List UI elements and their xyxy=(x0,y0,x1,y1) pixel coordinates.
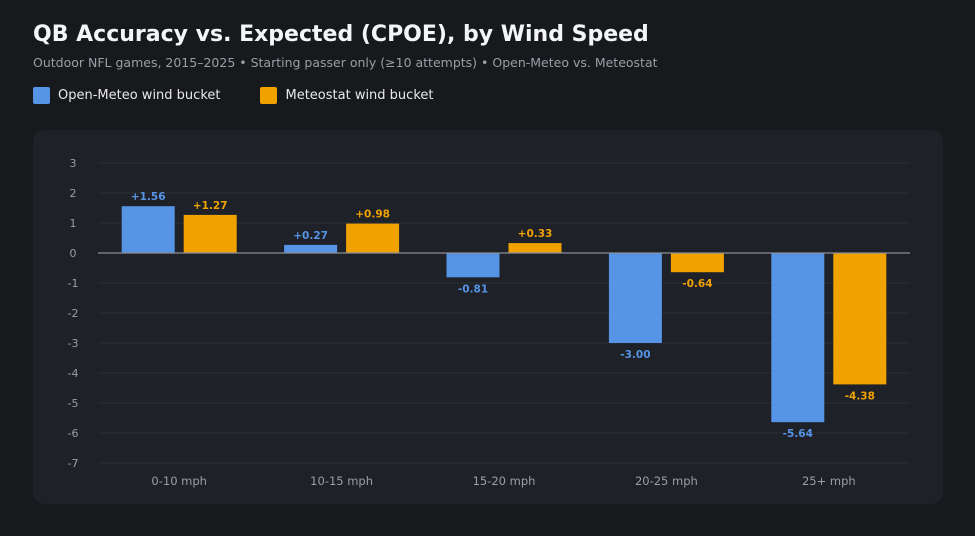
bar-chart: 3 2 1 0 -1 -2 -3 -4 -5 -6 -7 +1.56 +1.27 0-10 mph +0.2… xyxy=(68,157,910,488)
bar-open-meteo xyxy=(121,206,175,253)
data-label: +0.33 xyxy=(518,228,553,240)
y-tick-label: 1 xyxy=(70,217,77,230)
chart-title: QB Accuracy vs. Expected (CPOE), by Wind… xyxy=(33,22,649,47)
y-tick-label: 0 xyxy=(70,247,77,260)
legend-label-meteostat: Meteostat wind bucket xyxy=(285,88,434,103)
data-label: +1.56 xyxy=(131,191,166,203)
y-tick-label: 3 xyxy=(70,157,77,170)
legend-item-meteostat[interactable]: Meteostat wind bucket xyxy=(260,87,433,104)
y-tick-label: -4 xyxy=(68,367,79,380)
x-tick-label: 0-10 mph xyxy=(151,474,207,488)
x-tick-label: 15-20 mph xyxy=(473,474,536,488)
bar-open-meteo xyxy=(446,253,500,278)
data-label: -4.38 xyxy=(845,390,875,402)
data-label: +0.27 xyxy=(293,230,328,242)
legend-item-open-meteo[interactable]: Open-Meteo wind bucket xyxy=(33,87,220,104)
y-tick-label: -2 xyxy=(68,307,79,320)
data-label: -0.81 xyxy=(458,283,488,295)
bar-open-meteo xyxy=(608,253,662,343)
x-tick-label: 20-25 mph xyxy=(635,474,698,488)
legend: Open-Meteo wind bucket Meteostat wind bu… xyxy=(33,87,473,104)
bar-meteostat xyxy=(670,253,724,273)
x-tick-label: 10-15 mph xyxy=(310,474,373,488)
legend-label-open-meteo: Open-Meteo wind bucket xyxy=(58,88,221,103)
y-tick-label: -3 xyxy=(68,337,79,350)
bar-meteostat xyxy=(833,253,887,385)
y-tick-label: -5 xyxy=(68,397,79,410)
data-label: -0.64 xyxy=(682,278,712,290)
data-label: +1.27 xyxy=(193,200,228,212)
y-tick-label: -1 xyxy=(68,277,79,290)
y-tick-label: -7 xyxy=(68,457,79,470)
legend-swatch-meteostat xyxy=(260,87,278,104)
chart-subtitle: Outdoor NFL games, 2015–2025 • Starting … xyxy=(33,55,658,70)
x-tick-label: 25+ mph xyxy=(802,474,856,488)
chart-panel: 3 2 1 0 -1 -2 -3 -4 -5 -6 -7 +1.56 +1.27 0-10 mph +0.2… xyxy=(33,130,943,504)
bar-open-meteo xyxy=(771,253,825,423)
y-tick-label: 2 xyxy=(70,187,77,200)
y-tick-label: -6 xyxy=(68,427,79,440)
bar-meteostat xyxy=(346,223,400,253)
bar-meteostat xyxy=(183,214,237,253)
data-label: -3.00 xyxy=(620,349,650,361)
data-label: +0.98 xyxy=(355,209,390,221)
data-label: -5.64 xyxy=(783,428,813,440)
bar-open-meteo xyxy=(284,244,338,253)
legend-swatch-open-meteo xyxy=(33,87,50,104)
bar-meteostat xyxy=(508,243,562,253)
